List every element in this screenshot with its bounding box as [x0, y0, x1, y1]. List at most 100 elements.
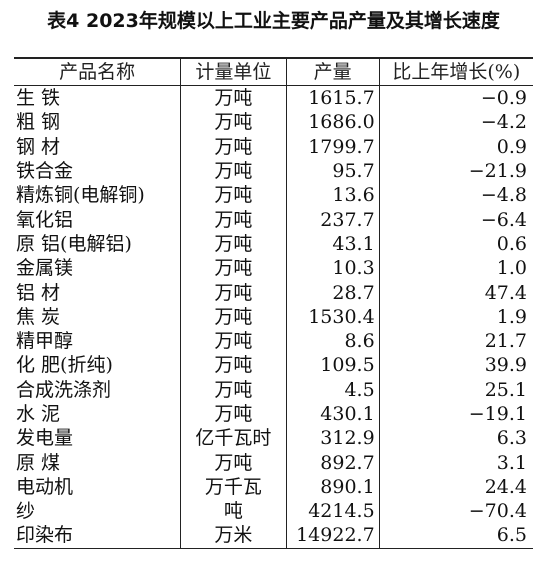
- header-row: 产品名称 计量单位 产量 比上年增长(%): [14, 58, 533, 86]
- table-row: 焦 炭 万吨 1530.4 1.9: [14, 304, 533, 329]
- output-cell: 109.5: [285, 353, 380, 378]
- unit-cell: 万吨: [180, 231, 286, 257]
- output-cell: 13.6: [285, 183, 380, 208]
- output-cell: 4.5: [285, 377, 380, 402]
- unit-cell: 万吨: [180, 110, 286, 135]
- output-cell: 4214.5: [285, 499, 380, 524]
- table-row: 精炼铜(电解铜) 万吨 13.6 −4.8: [14, 183, 533, 208]
- table-body: 生 铁万吨 1615.7 −0.9 粗 钢万吨 1686.0 −4.2 钢 材万吨 1799.…: [14, 85, 533, 549]
- table-top-rule: [14, 57, 533, 58]
- product-name-cell: 原 铝(电解铝): [16, 232, 132, 255]
- growth-cell: 24.4: [378, 474, 533, 500]
- growth-cell: −0.9: [378, 85, 533, 111]
- output-cell: 890.1: [285, 474, 380, 500]
- unit-cell: 亿千瓦时: [180, 426, 286, 451]
- product-name-cell: 精炼铜(电解铜): [16, 184, 145, 207]
- growth-cell: −6.4: [378, 207, 533, 232]
- growth-cell: 25.1: [378, 377, 533, 402]
- table-row: 合成洗涤剂 万吨 4.5 25.1: [14, 377, 533, 402]
- output-cell: 1799.7: [285, 134, 380, 159]
- unit-cell: 万吨: [180, 85, 286, 111]
- product-name-cell: 原 煤: [16, 451, 61, 474]
- output-cell: 237.7: [285, 207, 380, 232]
- header-growth: 比上年增长(%): [378, 58, 533, 86]
- table-row: 发电量 亿千瓦时 312.9 6.3: [14, 426, 533, 451]
- table-row: 纱 吨 4214.5 −70.4: [14, 499, 533, 524]
- table-row: 氧化铝 万吨 237.7 −6.4: [14, 207, 533, 232]
- product-name-cell: 水 泥: [16, 403, 61, 425]
- unit-cell: 万吨: [180, 207, 286, 232]
- growth-cell: 39.9: [378, 353, 533, 378]
- output-cell: 28.7: [285, 280, 380, 305]
- unit-cell: 万吨: [180, 304, 286, 329]
- unit-cell: 万吨: [180, 377, 286, 402]
- growth-cell: −4.8: [378, 183, 533, 208]
- growth-cell: 1.0: [378, 256, 533, 281]
- growth-cell: 0.9: [378, 134, 533, 159]
- unit-cell: 万米: [180, 523, 286, 549]
- output-cell: 43.1: [285, 231, 380, 257]
- unit-cell: 万吨: [180, 158, 286, 184]
- table-row: 金属镁 万吨 10.3 1.0: [14, 256, 533, 281]
- header-product-name: 产品名称: [14, 58, 181, 86]
- header-output: 产量: [285, 58, 380, 86]
- output-cell: 8.6: [285, 328, 380, 354]
- unit-cell: 万吨: [180, 328, 286, 354]
- product-name-cell: 生 铁: [16, 87, 61, 110]
- output-cell: 95.7: [285, 158, 380, 184]
- table-row: 生 铁 万吨 1615.7 −0.9: [14, 85, 533, 111]
- table-row: 水 泥 万吨 430.1 −19.1: [14, 401, 533, 427]
- growth-cell: −21.9: [378, 158, 533, 184]
- product-name-cell: 铁合金: [16, 160, 74, 183]
- product-name-cell: 合成洗涤剂: [16, 378, 112, 401]
- product-name-cell: 钢 材: [16, 135, 61, 158]
- growth-cell: 3.1: [378, 450, 533, 475]
- growth-cell: 0.6: [378, 231, 533, 257]
- table-row: 铝 材 万吨 28.7 47.4: [14, 280, 533, 305]
- table-row: 印染布 万米 14922.7 6.5: [14, 523, 533, 549]
- growth-cell: −19.1: [378, 401, 533, 427]
- output-cell: 10.3: [285, 256, 380, 281]
- table-row: 粗 钢 万吨 1686.0 −4.2: [14, 110, 533, 135]
- table-row: 原 煤 万吨 892.7 3.1: [14, 450, 533, 475]
- output-cell: 1615.7: [285, 85, 380, 111]
- table-row: 原 铝(电解铝) 万吨 43.1 0.6: [14, 231, 533, 257]
- unit-cell: 万吨: [180, 280, 286, 305]
- product-name-cell: 金属镁: [16, 257, 74, 280]
- growth-cell: 21.7: [378, 328, 533, 354]
- product-name-cell: 纱: [16, 500, 36, 523]
- output-cell: 312.9: [285, 426, 380, 451]
- output-cell: 430.1: [285, 401, 380, 427]
- product-name-cell: 焦 炭: [16, 305, 61, 328]
- growth-cell: −4.2: [378, 110, 533, 135]
- product-name-cell: 发电量: [16, 427, 74, 450]
- product-name-cell: 氧化铝: [16, 208, 74, 231]
- product-name-cell: 粗 钢: [16, 111, 61, 134]
- growth-cell: 1.9: [378, 304, 533, 329]
- unit-cell: 万千瓦: [180, 474, 286, 500]
- growth-cell: 6.5: [378, 523, 533, 549]
- product-name-cell: 印染布: [14, 523, 181, 549]
- output-cell: 892.7: [285, 450, 380, 475]
- unit-cell: 万吨: [180, 450, 286, 475]
- header-unit: 计量单位: [180, 58, 286, 86]
- unit-cell: 万吨: [180, 256, 286, 281]
- output-cell: 14922.7: [285, 523, 380, 549]
- output-cell: 1686.0: [285, 110, 380, 135]
- table-row: 电动机 万千瓦 890.1 24.4: [14, 474, 533, 500]
- growth-cell: 6.3: [378, 426, 533, 451]
- output-cell: 1530.4: [285, 304, 380, 329]
- unit-cell: 万吨: [180, 183, 286, 208]
- production-table: 产品名称 计量单位 产量 比上年增长(%) 生 铁万吨 1615.7 −0.9 粗 钢…: [14, 58, 533, 549]
- growth-cell: 47.4: [378, 280, 533, 305]
- product-name-cell: 精甲醇: [16, 330, 74, 353]
- unit-cell: 吨: [180, 499, 286, 524]
- unit-cell: 万吨: [180, 134, 286, 159]
- table-row: 精甲醇 万吨 8.6 21.7: [14, 328, 533, 354]
- table-row: 铁合金 万吨 95.7 −21.9: [14, 158, 533, 184]
- unit-cell: 万吨: [180, 353, 286, 378]
- unit-cell: 万吨: [180, 401, 286, 427]
- table-row: 钢 材 万吨 1799.7 0.9: [14, 134, 533, 159]
- growth-cell: −70.4: [378, 499, 533, 524]
- table-row: 化 肥(折纯) 万吨 109.5 39.9: [14, 353, 533, 378]
